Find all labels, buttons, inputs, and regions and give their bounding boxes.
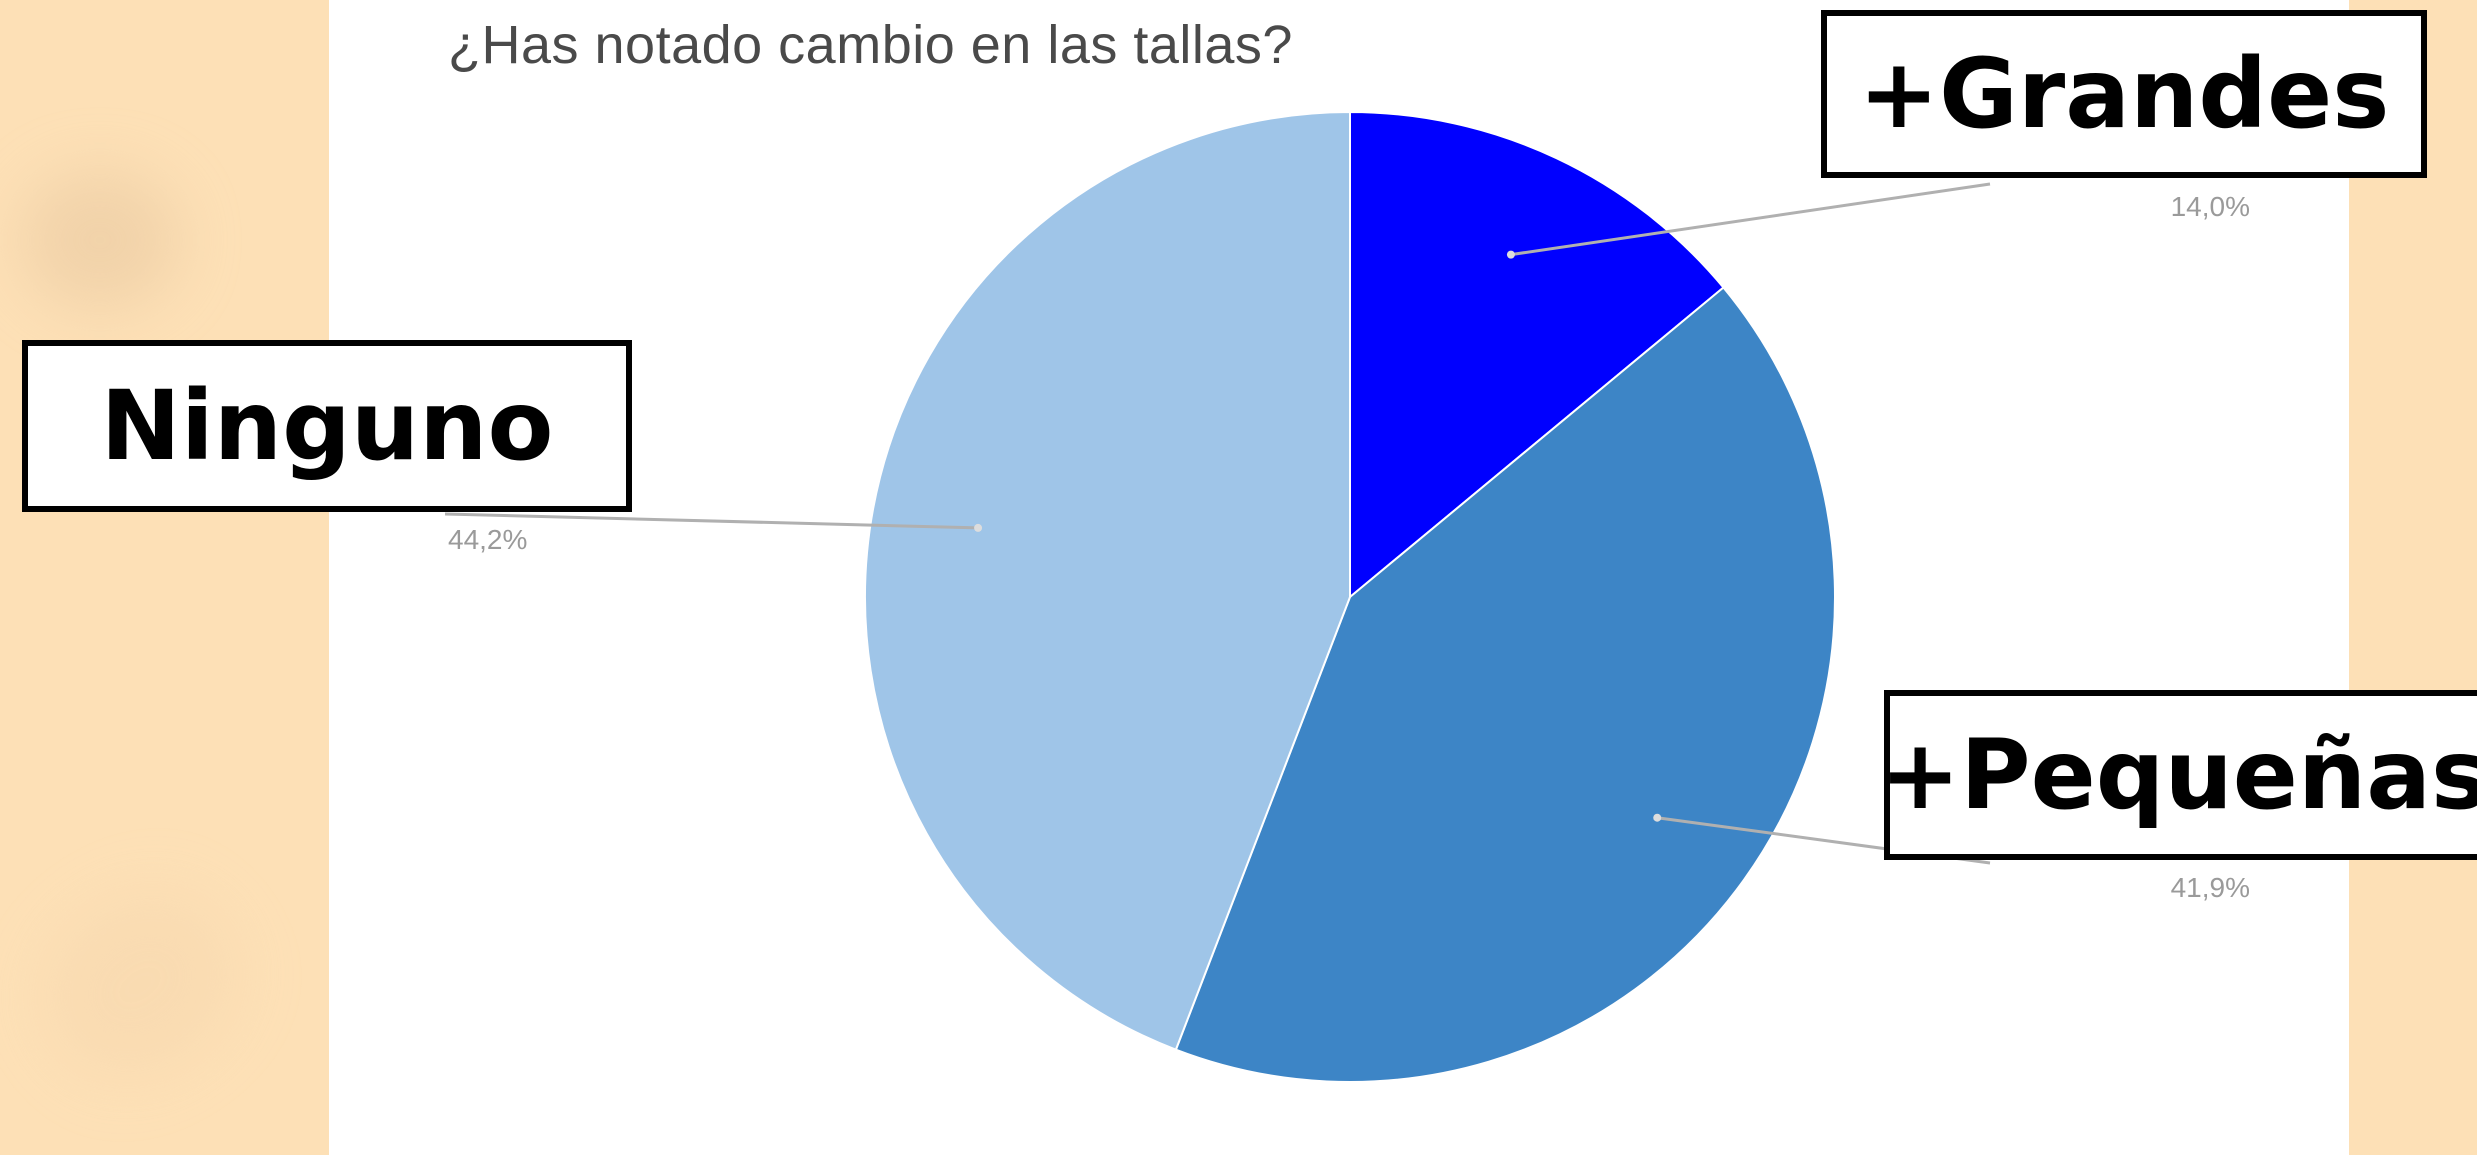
leader-dot xyxy=(974,523,983,532)
leader-line xyxy=(1510,182,1991,257)
background-shadow xyxy=(20,170,180,310)
pie-slice-ninguno xyxy=(863,110,1351,1051)
slice-percentage-label: 41,9% xyxy=(2171,872,2250,903)
leader-dot xyxy=(1506,250,1515,259)
callout-ninguno: Ninguno xyxy=(22,340,632,512)
callout-grandes: +Grandes xyxy=(1821,10,2427,178)
pie-slice-grandes xyxy=(1349,110,1725,600)
leader-line xyxy=(444,512,979,530)
chart-title: ¿Has notado cambio en las tallas? xyxy=(448,15,1293,75)
slice-percentage-label: 44,2% xyxy=(448,524,527,555)
leader-dot xyxy=(1653,813,1662,822)
callout-pequenas: +Pequeñas xyxy=(1880,690,2477,860)
pie-slice-pequeas xyxy=(1174,286,1836,1083)
slice-percentage-label: 14,0% xyxy=(2171,191,2250,222)
